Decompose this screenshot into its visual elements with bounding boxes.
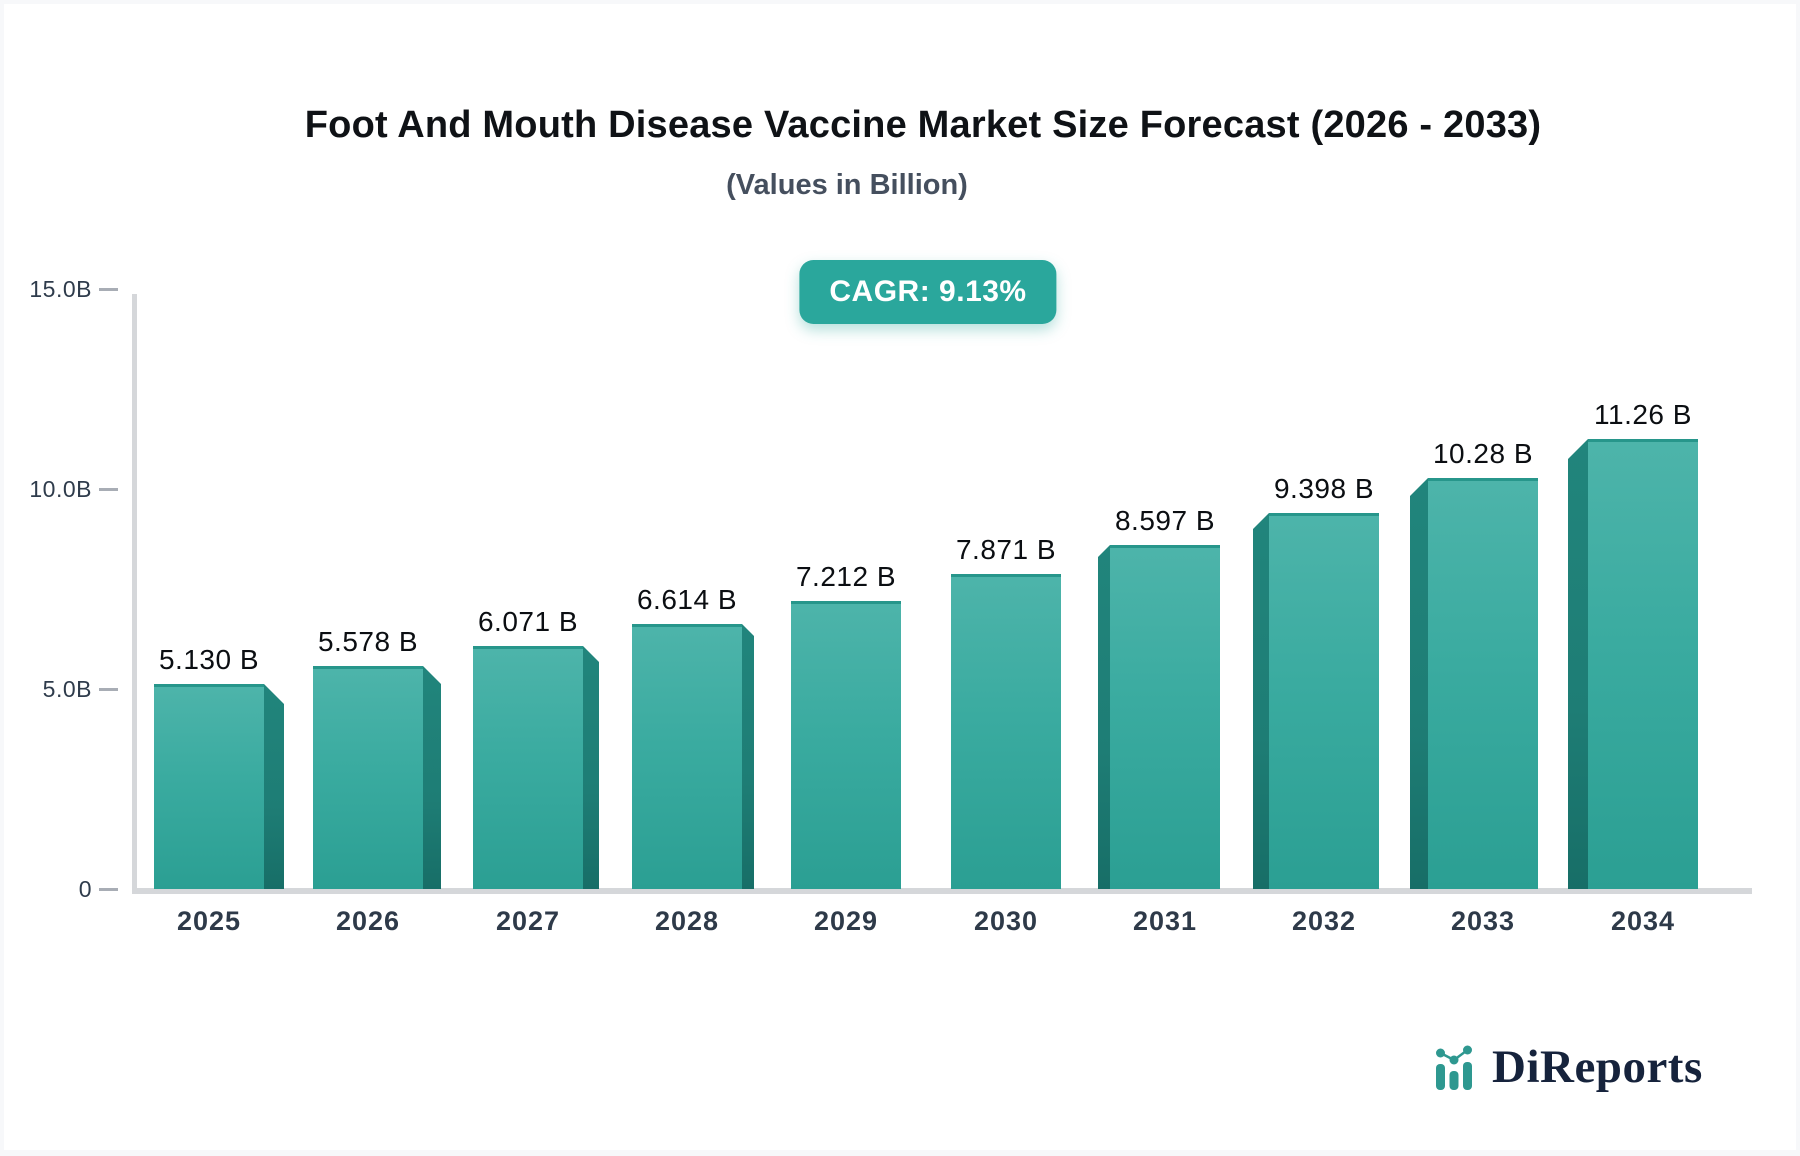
x-axis-label-2028: 2028 (654, 906, 720, 936)
bar-2028 (632, 624, 742, 889)
bar-value-label-2034: 11.26 B (1594, 399, 1692, 430)
bar-3d-side-2033 (1410, 478, 1428, 889)
x-axis-label-2034: 2034 (1610, 906, 1676, 936)
bar-3d-side-2025 (264, 684, 284, 889)
chart-card: Foot And Mouth Disease Vaccine Market Si… (4, 4, 1796, 1150)
bar-2033 (1428, 478, 1538, 889)
chart-title: Foot And Mouth Disease Vaccine Market Si… (304, 104, 1542, 146)
x-axis-baseline (132, 888, 1752, 894)
bar-2032 (1269, 513, 1379, 889)
cagr-badge: CAGR: 9.13% (799, 260, 1057, 324)
bar-2034 (1588, 439, 1698, 889)
bar-3d-side-2031 (1098, 545, 1110, 889)
bar-2025 (154, 684, 264, 889)
x-axis-label-2031: 2031 (1132, 906, 1198, 936)
bar-value-label-2025: 5.130 B (158, 644, 260, 675)
y-axis-line (132, 294, 137, 894)
direports-logo: DiReports (1434, 1040, 1703, 1092)
bar-value-label-2033: 10.28 B (1432, 438, 1534, 469)
bar-3d-side-2028 (742, 624, 754, 889)
bar-value-label-2031: 8.597 B (1114, 505, 1216, 536)
bar-value-label-2032: 9.398 B (1273, 473, 1375, 504)
y-axis-tick-mark (99, 488, 118, 491)
y-axis-tick-label: 5.0B (42, 676, 92, 702)
bar-value-label-2030: 7.871 B (955, 534, 1057, 565)
y-axis-tick-mark (99, 688, 118, 691)
y-axis-tick-label: 10.0B (29, 476, 92, 502)
x-axis-label-2032: 2032 (1291, 906, 1357, 936)
x-axis-label-2027: 2027 (495, 906, 561, 936)
x-axis-label-2030: 2030 (973, 906, 1039, 936)
x-axis-label-2026: 2026 (335, 906, 401, 936)
chart-subtitle: (Values in Billion) (726, 169, 968, 201)
logo-text: DiReports (1492, 1041, 1703, 1093)
bar-value-label-2026: 5.578 B (317, 626, 419, 657)
x-axis-label-2033: 2033 (1450, 906, 1516, 936)
bar-3d-side-2027 (583, 646, 599, 889)
bar-2026 (313, 666, 423, 889)
x-axis-label-2025: 2025 (176, 906, 242, 936)
bar-2027 (473, 646, 583, 889)
x-axis-label-2029: 2029 (813, 906, 879, 936)
bar-2031 (1110, 545, 1220, 889)
bar-value-label-2027: 6.071 B (477, 606, 579, 637)
bar-chart-plot-area: 15.0B 10.0B 5.0B 0 5.130 B 2025 5.578 B 2026 6.0… (4, 4, 1796, 1150)
bar-value-label-2029: 7.212 B (795, 561, 897, 592)
bar-3d-side-2026 (423, 666, 441, 889)
bar-2030 (951, 574, 1061, 889)
bar-2029 (791, 601, 901, 889)
y-axis-tick-mark (99, 888, 118, 891)
y-axis-tick-mark (99, 288, 118, 291)
bar-chart-trend-icon (1436, 1045, 1472, 1090)
y-axis-tick-label: 0 (78, 876, 92, 902)
y-axis-tick-label: 15.0B (29, 276, 92, 302)
bar-3d-side-2034 (1568, 439, 1588, 889)
bar-3d-side-2032 (1253, 513, 1269, 889)
bar-value-label-2028: 6.614 B (636, 584, 738, 615)
